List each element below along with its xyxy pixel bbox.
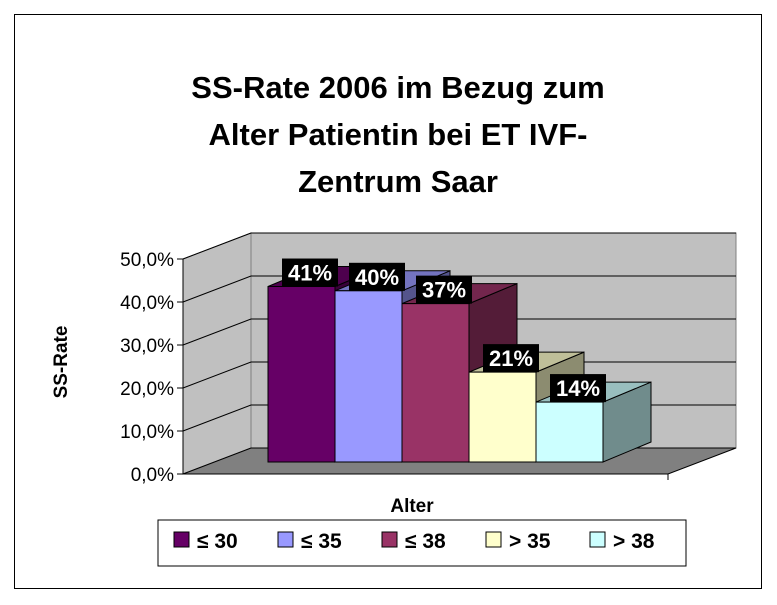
legend-label: > 35	[509, 530, 551, 553]
legend-label: > 38	[613, 530, 655, 553]
gridline	[182, 275, 736, 303]
legend-item: > 35	[485, 530, 551, 553]
y-tick-label: 0,0%	[131, 465, 174, 486]
legend-label: ≤ 35	[301, 530, 342, 553]
gridline	[182, 318, 736, 346]
legend-label: ≤ 38	[405, 530, 446, 553]
bar-front	[267, 286, 336, 463]
data-label: 40%	[349, 262, 405, 291]
data-label-box	[483, 344, 539, 373]
bar-front	[334, 290, 403, 463]
legend-label: ≤ 30	[197, 530, 238, 553]
bar-front	[401, 303, 470, 463]
data-label: 41%	[282, 258, 338, 287]
x-axis-title: Alter	[390, 496, 434, 517]
legend-item: ≤ 30	[173, 530, 238, 553]
title-line-1: SS-Rate 2006 im Bezug zum	[191, 70, 604, 105]
side-wall	[182, 232, 252, 475]
data-label: 14%	[550, 374, 606, 403]
gridline	[182, 232, 736, 260]
data-label-box	[550, 374, 606, 403]
bar-front	[535, 401, 604, 463]
axes: 0,0% 10,0% 20,0% 30,0% 40,0% 50,0%	[120, 250, 669, 486]
legend-item: ≤ 35	[277, 530, 342, 553]
legend-item: ≤ 38	[381, 530, 446, 553]
legend-swatch	[277, 531, 294, 548]
legend-swatch	[589, 531, 606, 548]
legend-swatch	[485, 531, 502, 548]
data-label: 37%	[416, 275, 472, 304]
data-label-text: 40%	[355, 265, 399, 290]
legend: ≤ 30 ≤ 35 ≤ 38 > 35 > 38	[157, 519, 687, 567]
y-tick-label: 20,0%	[120, 379, 174, 400]
bar	[535, 381, 652, 463]
chart-title: SS-Rate 2006 im Bezug zum Alter Patienti…	[191, 70, 604, 199]
legend-item: > 38	[589, 530, 655, 553]
y-tick-label: 30,0%	[120, 336, 174, 357]
bars	[267, 265, 652, 463]
data-label-box	[416, 275, 472, 304]
data-label-box	[282, 258, 338, 287]
data-label-text: 14%	[556, 376, 600, 401]
title-line-2: Alter Patientin bei ET IVF-	[209, 117, 588, 152]
title-line-3: Zentrum Saar	[298, 164, 498, 199]
legend-swatch	[173, 531, 190, 548]
data-label-box	[349, 262, 405, 291]
data-label: 21%	[483, 344, 539, 373]
y-tick-label: 40,0%	[120, 293, 174, 314]
legend-swatch	[381, 531, 398, 548]
data-label-text: 21%	[489, 346, 533, 371]
data-label-text: 37%	[422, 278, 466, 303]
y-tick-label: 50,0%	[120, 250, 174, 271]
data-label-text: 41%	[288, 261, 332, 286]
y-tick-label: 10,0%	[120, 422, 174, 443]
bar-front	[468, 371, 537, 463]
y-axis-title: SS-Rate	[51, 326, 72, 399]
data-labels: 41% 40% 37% 21% 14%	[282, 258, 606, 403]
